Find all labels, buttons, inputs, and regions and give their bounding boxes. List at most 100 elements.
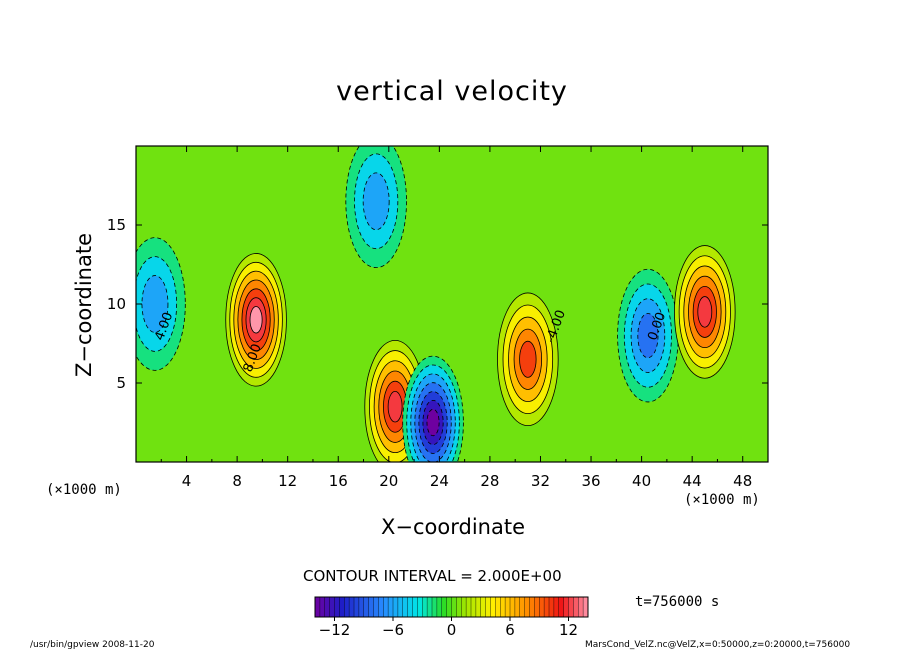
colorbar-segment	[378, 597, 384, 617]
colorbar-segment	[461, 597, 467, 617]
contour-line	[426, 408, 440, 437]
colorbar-segment	[466, 597, 472, 617]
contour-line	[141, 275, 169, 333]
colorbar-tick-label: 6	[505, 621, 515, 639]
contour-line	[519, 340, 537, 378]
colorbar-segment	[436, 597, 443, 617]
colorbar-segment	[422, 597, 428, 617]
colorbar-segment	[427, 597, 433, 617]
colorbar-segment	[349, 597, 355, 617]
colorbar-segment	[368, 597, 374, 617]
x-axis-label: X−coordinate	[381, 515, 525, 539]
colorbar-segment	[344, 597, 350, 617]
colorbar-segment	[485, 597, 491, 617]
contour-line	[697, 296, 713, 328]
x-tick-label: 4	[182, 472, 192, 490]
colorbar-tick-label: −12	[319, 621, 351, 639]
colorbar-segment	[402, 597, 409, 617]
x-tick-label: 24	[430, 472, 449, 490]
footer-right-text: MarsCond_VelZ.nc@VelZ,x=0:50000,z=0:2000…	[585, 640, 851, 650]
contour-line	[362, 172, 390, 231]
colorbar-segment	[432, 597, 438, 617]
colorbar-segment	[505, 597, 511, 617]
colorbar-tick-label: −6	[382, 621, 404, 639]
x-tick-label: 8	[232, 472, 242, 490]
colorbar-segment	[373, 597, 379, 617]
colorbar-segment	[383, 597, 389, 617]
plot-area: 4.008.00-4.00 0.00	[136, 146, 768, 462]
colorbar-segment	[534, 597, 540, 617]
x-tick-label: 36	[581, 472, 600, 490]
colorbar-segment	[475, 597, 482, 617]
colorbar-segment	[471, 597, 477, 617]
contour-line	[637, 313, 659, 359]
y-tick-label: 10	[107, 295, 126, 313]
colorbar-segment	[407, 597, 413, 617]
colorbar-segment	[539, 597, 545, 617]
x-tick-label: 28	[480, 472, 499, 490]
y-tick-label: 15	[107, 216, 126, 234]
colorbar-segment	[329, 597, 335, 617]
colorbar: −12 −6 0 6 12	[314, 596, 589, 639]
colorbar-segment	[339, 597, 345, 617]
colorbar-segment	[446, 597, 452, 617]
colorbar-segment	[583, 597, 589, 617]
x-tick-label: 20	[379, 472, 398, 490]
colorbar-segment	[412, 597, 418, 617]
colorbar-segment	[573, 597, 579, 617]
x-unit-label-left: (×1000 m)	[46, 482, 122, 498]
field-cell	[345, 146, 407, 269]
colorbar-segment	[417, 597, 423, 617]
x-tick-label: 40	[632, 472, 651, 490]
footer-left-text: /usr/bin/gpview 2008-11-20	[30, 640, 155, 650]
contour-interval-label: CONTOUR INTERVAL = 2.000E+00	[303, 567, 562, 585]
field-cell	[617, 268, 679, 403]
colorbar-segment	[363, 597, 370, 617]
colorbar-segment	[480, 597, 487, 617]
colorbar-tick-label: 0	[447, 621, 457, 639]
colorbar-segment	[568, 597, 574, 617]
colorbar-segment	[388, 597, 394, 617]
field-cell	[136, 237, 186, 371]
colorbar-segment	[334, 597, 340, 617]
colorbar-segment	[490, 597, 496, 617]
x-unit-label-right: (×1000 m)	[684, 492, 760, 508]
x-tick-label: 12	[278, 472, 297, 490]
colorbar-segment	[514, 597, 521, 617]
time-label: t=756000 s	[635, 594, 720, 610]
colorbar-segment	[578, 597, 584, 617]
colorbar-segment	[441, 597, 448, 617]
colorbar-tick-label: 12	[559, 621, 578, 639]
colorbar-segment	[451, 597, 457, 617]
x-tick-label: 32	[531, 472, 550, 490]
colorbar-segment	[397, 597, 404, 617]
colorbar-segment	[553, 597, 560, 617]
field-cell	[402, 355, 464, 462]
x-tick-label: 48	[733, 472, 752, 490]
field-cell	[497, 292, 559, 427]
y-tick-label: 5	[116, 374, 126, 392]
colorbar-segment	[315, 597, 321, 617]
colorbar-segment	[393, 597, 399, 617]
colorbar-segment	[324, 597, 331, 617]
colorbar-segment	[524, 597, 530, 617]
colorbar-segment	[456, 597, 462, 617]
field-cell	[225, 253, 287, 387]
colorbar-segment	[358, 597, 365, 617]
x-tick-label: 44	[683, 472, 702, 490]
field-cell	[674, 245, 736, 379]
colorbar-segment	[519, 597, 526, 617]
colorbar-segment	[354, 597, 360, 617]
contour-line	[249, 306, 263, 334]
colorbar-segment	[563, 597, 569, 617]
colorbar-segment	[529, 597, 535, 617]
colorbar-segment	[495, 597, 501, 617]
colorbar-segment	[558, 597, 565, 617]
colorbar-segment	[549, 597, 555, 617]
colorbar-segment	[544, 597, 550, 617]
colorbar-segment	[319, 597, 326, 617]
colorbar-segment	[500, 597, 506, 617]
colorbar-segment	[510, 597, 516, 617]
